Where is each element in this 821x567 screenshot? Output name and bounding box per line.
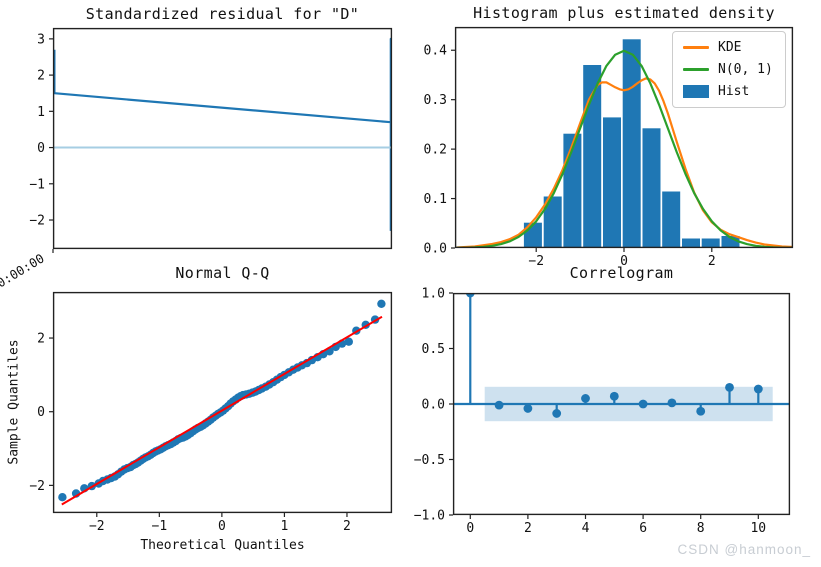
plot-area bbox=[453, 293, 790, 422]
stem-marker bbox=[523, 404, 533, 413]
legend-label: KDE bbox=[718, 40, 742, 55]
residual-plot-canvas: 3 2 1 0 −1 −2 bbox=[29, 27, 393, 253]
axis-ticks: −2 −1 0 1 2 −2 0 2 bbox=[29, 332, 351, 534]
hist-bar bbox=[621, 38, 642, 248]
kde-line-swatch-icon bbox=[683, 46, 709, 49]
svg-text:0: 0 bbox=[218, 519, 226, 534]
histogram-plot-title: Histogram plus estimated density bbox=[473, 4, 775, 22]
histogram-plot-canvas: −2 0 2 0.0 0.1 0.2 0.3 0.4 bbox=[424, 26, 794, 269]
stem-marker bbox=[581, 394, 590, 403]
svg-text:2: 2 bbox=[708, 254, 716, 269]
legend-item-normal: N(0, 1) bbox=[683, 62, 773, 77]
svg-text:0: 0 bbox=[37, 141, 45, 156]
residual-plot-title: Standardized residual for "D" bbox=[85, 5, 360, 23]
svg-text:2: 2 bbox=[37, 69, 45, 84]
axes-frame bbox=[52, 27, 393, 250]
hist-bar bbox=[700, 237, 721, 248]
svg-text:0.4: 0.4 bbox=[424, 44, 448, 59]
svg-text:1: 1 bbox=[281, 519, 289, 534]
svg-text:−1: −1 bbox=[29, 177, 45, 192]
stem-marker bbox=[725, 382, 734, 392]
svg-text:1: 1 bbox=[37, 105, 45, 120]
qq-plot-canvas: −2 −1 0 1 2 −2 0 2 bbox=[29, 291, 393, 534]
residual-line bbox=[53, 37, 392, 231]
qq-point bbox=[58, 493, 67, 502]
svg-text:10: 10 bbox=[750, 521, 766, 536]
svg-text:2: 2 bbox=[524, 521, 532, 536]
svg-text:4: 4 bbox=[582, 521, 590, 536]
svg-text:0.1: 0.1 bbox=[424, 192, 447, 207]
correlogram-plot-canvas: 0 2 4 6 8 10 1.0 0.5 0.0 −0.5 −1.0 bbox=[414, 287, 791, 536]
svg-text:0.2: 0.2 bbox=[424, 143, 447, 158]
svg-text:0.3: 0.3 bbox=[424, 93, 447, 108]
hist-patch-swatch-icon bbox=[683, 85, 709, 98]
plot-area bbox=[455, 38, 793, 248]
plot-area bbox=[58, 299, 386, 506]
svg-text:0: 0 bbox=[466, 521, 474, 536]
normal-line-swatch-icon bbox=[683, 68, 709, 71]
stem-marker bbox=[753, 384, 763, 394]
kde-curve bbox=[457, 77, 793, 248]
axes-frame bbox=[52, 291, 393, 514]
qq-xaxis-label: Theoretical Quantiles bbox=[140, 538, 305, 553]
residual-x-tick-label: 0:00:00 bbox=[0, 250, 47, 291]
qq-point bbox=[377, 299, 386, 308]
svg-text:−2: −2 bbox=[29, 479, 45, 494]
svg-text:−2: −2 bbox=[29, 214, 45, 229]
svg-text:6: 6 bbox=[639, 521, 647, 536]
watermark: CSDN @hanmoon_ bbox=[677, 542, 811, 557]
legend-label: Hist bbox=[718, 84, 750, 99]
svg-text:1.0: 1.0 bbox=[422, 287, 445, 302]
stem-marker bbox=[696, 406, 706, 416]
qq-point bbox=[344, 337, 353, 346]
qq-yaxis-label: Sample Quantiles bbox=[6, 339, 22, 465]
svg-text:3: 3 bbox=[37, 32, 45, 47]
legend-label: N(0, 1) bbox=[718, 62, 773, 77]
qq-45-line bbox=[61, 315, 383, 506]
normal-curve bbox=[455, 49, 793, 248]
svg-text:2: 2 bbox=[343, 519, 351, 534]
axes-frame bbox=[454, 26, 794, 249]
stem-marker bbox=[494, 400, 504, 410]
svg-text:−1.0: −1.0 bbox=[414, 509, 445, 524]
axes-frame bbox=[452, 292, 791, 516]
svg-text:−1: −1 bbox=[152, 519, 168, 534]
hist-bar bbox=[661, 190, 682, 248]
axis-ticks: 0 2 4 6 8 10 1.0 0.5 0.0 −0.5 −1.0 bbox=[414, 287, 766, 537]
svg-text:0: 0 bbox=[37, 405, 45, 420]
plot-area bbox=[53, 37, 392, 231]
svg-text:0: 0 bbox=[620, 254, 628, 269]
svg-text:2: 2 bbox=[37, 332, 45, 347]
svg-text:−2: −2 bbox=[528, 254, 544, 269]
hist-bar bbox=[681, 237, 701, 248]
svg-text:0.5: 0.5 bbox=[422, 342, 445, 357]
legend-item-hist: Hist bbox=[683, 84, 773, 99]
axis-ticks: −2 0 2 0.0 0.1 0.2 0.3 0.4 bbox=[424, 44, 716, 269]
hist-bar bbox=[641, 127, 662, 248]
stem-marker bbox=[609, 391, 619, 401]
histogram-legend: KDE N(0, 1) Hist bbox=[672, 31, 786, 108]
stem-marker bbox=[552, 409, 562, 418]
svg-text:−2: −2 bbox=[89, 519, 105, 534]
axis-ticks: 3 2 1 0 −1 −2 bbox=[29, 32, 54, 253]
svg-text:8: 8 bbox=[697, 521, 705, 536]
svg-text:0.0: 0.0 bbox=[422, 398, 445, 413]
stem-marker bbox=[667, 398, 677, 408]
legend-item-kde: KDE bbox=[683, 40, 773, 55]
stem-marker bbox=[638, 399, 648, 409]
svg-text:−0.5: −0.5 bbox=[414, 453, 445, 468]
svg-text:0.0: 0.0 bbox=[424, 242, 447, 257]
qq-plot-title: Normal Q-Q bbox=[175, 264, 270, 282]
hist-bar bbox=[602, 116, 622, 248]
correlogram-plot-title: Correlogram bbox=[569, 264, 674, 282]
